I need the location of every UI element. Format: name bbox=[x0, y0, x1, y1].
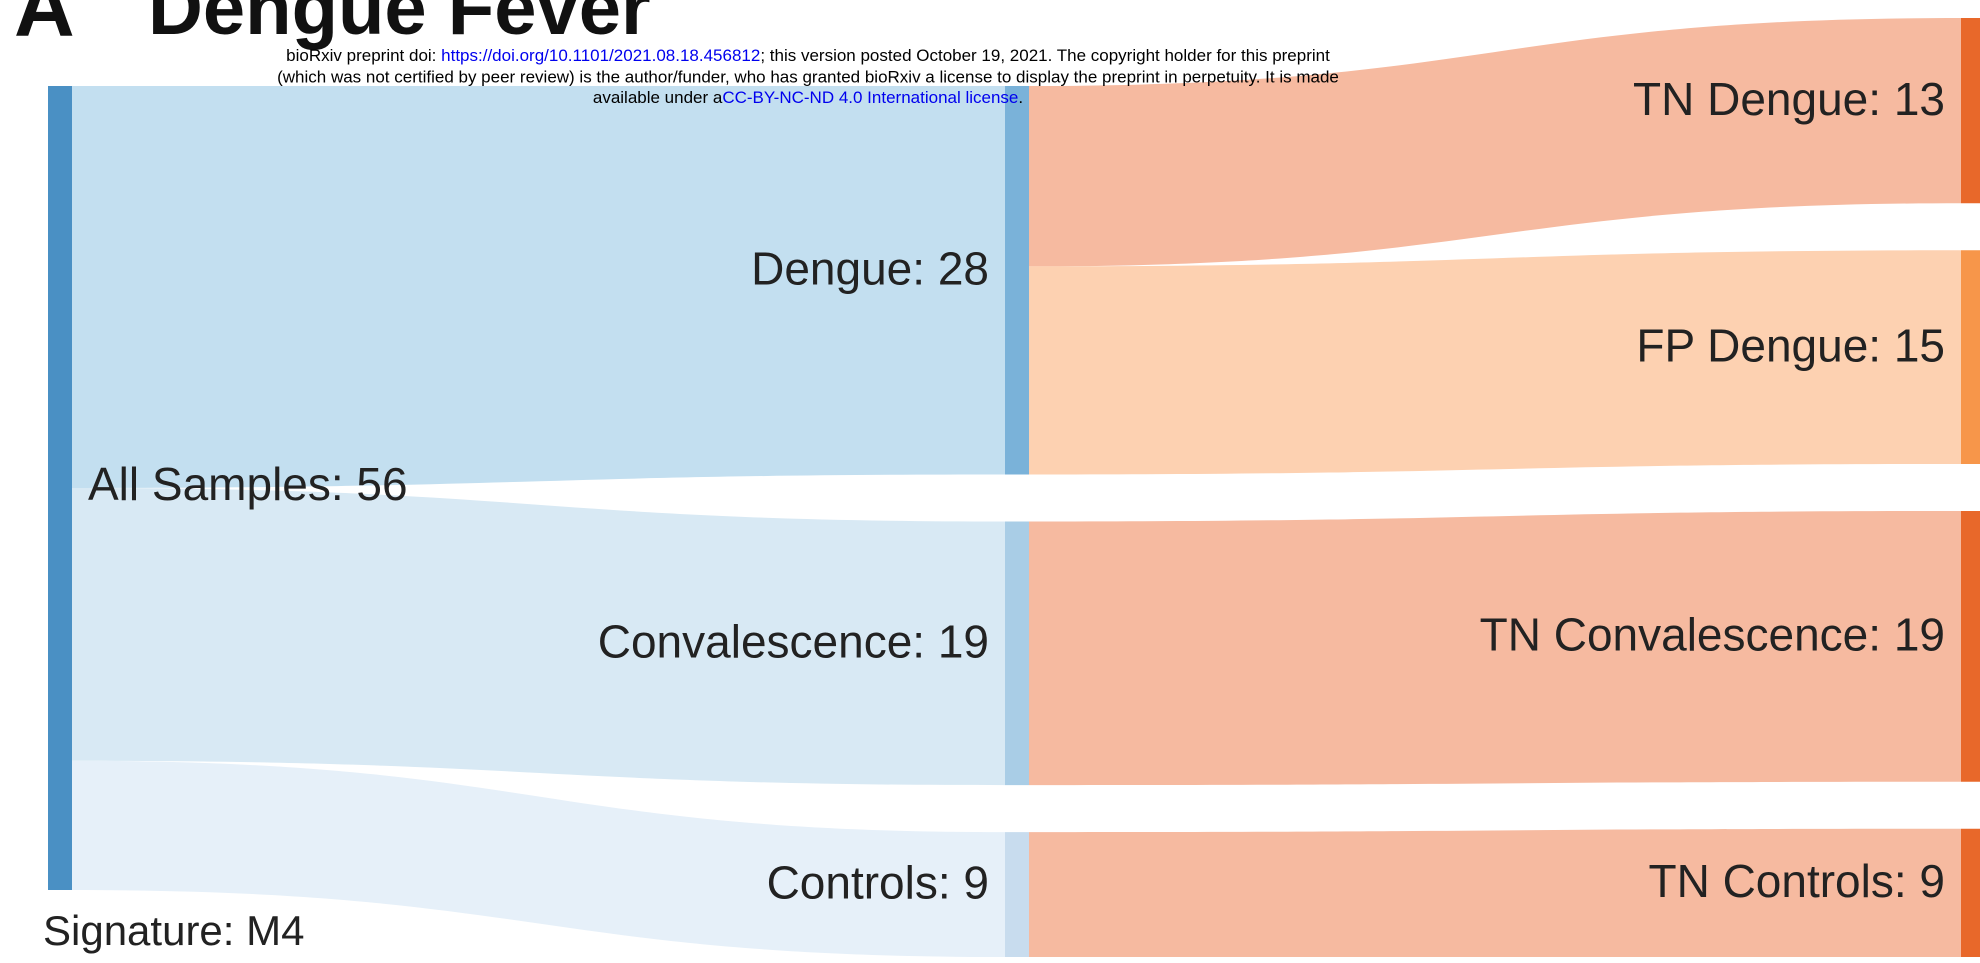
panel-label: A bbox=[14, 0, 75, 54]
node bbox=[1961, 250, 1980, 464]
node bbox=[1961, 828, 1980, 957]
notice-text: bioRxiv preprint doi: bbox=[286, 46, 441, 65]
link bbox=[1029, 18, 1961, 267]
notice-line: available under aCC-BY-NC-ND 4.0 Interna… bbox=[593, 88, 1023, 107]
node bbox=[1005, 832, 1029, 957]
link bbox=[72, 760, 1005, 957]
node-label: All Samples: 56 bbox=[88, 458, 408, 510]
notice-text: available under a bbox=[593, 88, 723, 107]
node-label: Dengue: 28 bbox=[751, 242, 989, 294]
node-label: Controls: 9 bbox=[767, 857, 989, 909]
link bbox=[1029, 250, 1961, 475]
preprint-notice: bioRxiv preprint doi: https://doi.org/10… bbox=[277, 46, 1339, 107]
notice-text: . bbox=[1018, 88, 1023, 107]
chart-title: Dengue Fever bbox=[148, 0, 651, 51]
annotation: Signature: M4 bbox=[43, 907, 304, 954]
links bbox=[72, 18, 1961, 957]
notice-text: ; this version posted October 19, 2021. … bbox=[760, 46, 1330, 65]
node bbox=[1961, 511, 1980, 782]
node bbox=[1961, 18, 1980, 204]
node bbox=[1005, 521, 1029, 786]
doi-link[interactable]: https://doi.org/10.1101/2021.08.18.45681… bbox=[441, 46, 760, 65]
notice-line: (which was not certified by peer review)… bbox=[277, 67, 1339, 86]
node bbox=[48, 86, 72, 890]
link bbox=[1029, 511, 1961, 786]
link bbox=[1029, 828, 1961, 957]
notice-line: bioRxiv preprint doi: https://doi.org/10… bbox=[286, 46, 1330, 65]
nodes: All Samples: 56 Dengue: 28 Convalescence: … bbox=[48, 18, 1980, 957]
license-link[interactable]: CC-BY-NC-ND 4.0 International license bbox=[722, 88, 1018, 107]
node bbox=[1005, 86, 1029, 475]
link bbox=[72, 86, 1005, 488]
node-label: Convalescence: 19 bbox=[598, 615, 989, 667]
link bbox=[72, 488, 1005, 786]
node-label: FP Dengue: 15 bbox=[1636, 319, 1945, 371]
node-label: TN Dengue: 13 bbox=[1633, 73, 1945, 125]
node-label: TN Controls: 9 bbox=[1648, 855, 1945, 907]
node-label: TN Convalescence: 19 bbox=[1480, 609, 1945, 661]
